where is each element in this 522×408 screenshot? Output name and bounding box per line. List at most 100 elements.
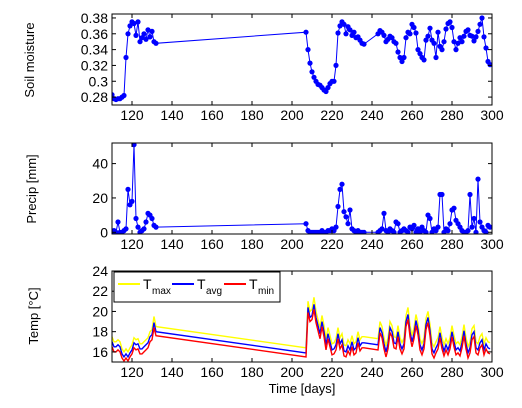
data-point (133, 32, 139, 39)
y-tick-label: 0.36 (81, 26, 108, 42)
series-line-0 (112, 17, 491, 101)
x-tick-label: 180 (240, 364, 264, 380)
data-point (449, 24, 455, 31)
x-tick-label: 120 (120, 107, 144, 123)
temp-ylabel: Temp [°C] (26, 287, 41, 344)
data-point (447, 19, 453, 25)
data-point (475, 176, 481, 182)
x-tick-label: 260 (400, 107, 424, 123)
x-tick-label: 220 (320, 364, 344, 380)
data-point (469, 224, 475, 230)
data-point (335, 30, 341, 36)
x-tick-label: 280 (440, 364, 464, 380)
data-point (465, 27, 471, 33)
x-tick-label: 140 (160, 107, 184, 123)
data-point (303, 221, 309, 227)
data-point (131, 20, 137, 27)
data-point (337, 23, 343, 29)
data-point (331, 78, 337, 84)
data-point (443, 26, 449, 32)
data-point (455, 40, 461, 46)
precip-ticks: 120 140 160 180 200 220 240 260 280 300 0 20 40 (92, 143, 504, 252)
y-tick-label: 0.34 (81, 42, 108, 58)
data-point (431, 40, 437, 46)
data-point (133, 215, 139, 222)
precip-ylabel: Precip [mm] (24, 154, 39, 223)
data-point (411, 24, 417, 31)
x-tick-label: 260 (400, 236, 424, 252)
data-point (125, 186, 131, 192)
x-tick-label: 180 (240, 107, 264, 123)
data-point (153, 224, 159, 230)
x-tick-label: 220 (320, 236, 344, 252)
data-point (381, 32, 387, 39)
x-tick-label: 280 (440, 107, 464, 123)
data-point (323, 88, 329, 95)
series-line-1 (112, 304, 491, 359)
y-tick-label: 20 (92, 303, 108, 319)
data-point (121, 92, 127, 99)
y-tick-label: 0.32 (81, 57, 108, 73)
x-tick-label: 220 (320, 107, 344, 123)
data-point (423, 229, 429, 234)
data-point (309, 69, 315, 75)
data-point (333, 224, 339, 230)
data-point (145, 27, 151, 33)
data-point (347, 207, 353, 213)
x-tick-label: 300 (480, 236, 504, 252)
x-tick-label: 260 (400, 364, 424, 380)
data-point (149, 28, 155, 34)
data-point (127, 23, 133, 29)
data-point (381, 210, 387, 216)
data-point (305, 47, 311, 53)
data-point (303, 29, 309, 35)
data-point (457, 35, 463, 41)
data-point (341, 21, 347, 27)
data-point (439, 191, 445, 198)
data-point (441, 39, 447, 45)
data-point (345, 221, 351, 227)
precip-panel: 120 140 160 180 200 220 240 260 280 300 0 20 40 Prec… (24, 142, 504, 252)
y-tick-label: 0 (100, 224, 108, 240)
data-point (401, 54, 407, 61)
data-point (393, 40, 399, 46)
data-point (347, 27, 353, 33)
data-point (471, 215, 477, 222)
data-point (129, 198, 135, 204)
data-point (453, 47, 459, 53)
data-point (407, 31, 413, 37)
data-point (427, 215, 433, 222)
data-point (361, 229, 367, 234)
temp-panel: 120 140 160 180 200 220 240 260 280 300 16 18 20 22 24… (26, 263, 504, 380)
legend-label-min: T (249, 276, 258, 292)
data-point (417, 51, 423, 57)
series-line-0 (112, 144, 491, 234)
y-tick-label: 20 (92, 190, 108, 206)
precip-plot-area (112, 143, 492, 234)
data-point (379, 226, 385, 232)
x-tick-label: 120 (120, 364, 144, 380)
data-point (343, 214, 349, 220)
data-point (439, 47, 445, 53)
soil-moisture-plot-area (112, 15, 492, 103)
data-point (447, 221, 453, 227)
data-point (361, 41, 367, 47)
data-point (461, 33, 467, 39)
data-point (451, 205, 457, 211)
y-tick-label: 40 (92, 156, 108, 172)
series-line-0 (112, 297, 491, 354)
x-tick-label: 280 (440, 236, 464, 252)
data-point (395, 49, 401, 55)
legend-box (113, 271, 281, 303)
data-point (135, 19, 141, 25)
data-point (343, 31, 349, 37)
x-tick-label: 240 (360, 236, 384, 252)
soil-moisture-axes-frame (111, 13, 493, 106)
data-point (141, 31, 147, 37)
data-point (415, 47, 421, 53)
data-point (325, 85, 331, 91)
data-point (471, 38, 477, 44)
data-point (137, 39, 143, 45)
data-point (425, 33, 431, 39)
